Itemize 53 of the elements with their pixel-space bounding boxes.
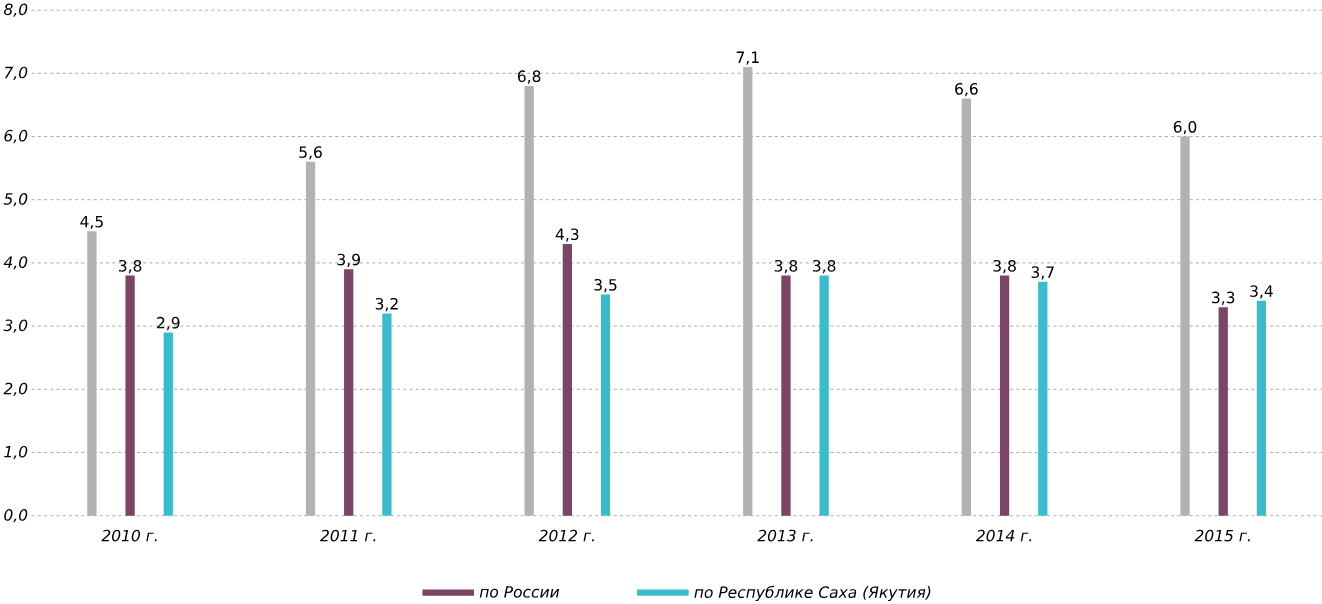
data-label: 3,5	[594, 279, 617, 293]
y-tick-label: 2,0	[3, 382, 28, 397]
bar	[781, 275, 791, 516]
y-tick-label: 3,0	[3, 319, 28, 333]
y-tick-label: 1,0	[4, 446, 28, 460]
bar	[125, 275, 135, 516]
bar	[344, 269, 354, 516]
y-tick-label: 6,0	[4, 130, 28, 144]
x-tick-label: 2014 г.	[975, 529, 1032, 542]
x-tick-label: 2013 г.	[757, 529, 813, 542]
bar	[1218, 307, 1228, 516]
y-tick-label: 8,0	[3, 3, 28, 17]
data-label: 5,6	[299, 146, 322, 160]
y-tick-label: 0,0	[4, 509, 28, 523]
data-label: 7,1	[736, 51, 759, 65]
bar	[524, 86, 534, 516]
bar	[743, 67, 753, 516]
data-label: 4,5	[80, 216, 103, 230]
x-tick-label: 2015 г.	[1194, 529, 1250, 542]
bar	[305, 162, 316, 516]
data-label: 6,8	[517, 70, 541, 84]
bar	[819, 275, 829, 516]
legend-label: по Республике Саха (Якутия)	[694, 586, 931, 602]
data-label: 3,4	[1250, 285, 1273, 299]
y-tick-label: 5,0	[3, 193, 28, 207]
x-tick-label: 2012 г.	[538, 529, 594, 542]
bar	[1256, 301, 1267, 516]
data-label: 3,8	[993, 260, 1016, 274]
data-label: 3,7	[1031, 266, 1054, 280]
data-label: 3,8	[813, 260, 836, 274]
data-label: 6,0	[1173, 121, 1197, 135]
bar	[961, 98, 972, 516]
legend-label: по России	[479, 586, 560, 598]
data-label: 3,8	[774, 260, 798, 274]
data-label: 6,6	[955, 83, 978, 97]
y-tick-label: 4,0	[3, 256, 28, 270]
data-label: 3,8	[118, 260, 142, 274]
data-label: 3,2	[375, 298, 398, 312]
y-tick-label: 7,0	[4, 66, 28, 81]
bar	[163, 332, 173, 516]
data-label: 3,9	[337, 253, 360, 268]
data-label: 4,3	[555, 228, 579, 242]
bar	[382, 313, 392, 516]
bar	[999, 275, 1010, 516]
x-tick-label: 2010 г.	[101, 529, 157, 542]
bar	[1180, 136, 1190, 516]
x-tick-label: 2011 г.	[320, 529, 376, 542]
bar	[562, 244, 572, 516]
data-label: 3,3	[1212, 291, 1235, 306]
bar	[600, 294, 611, 516]
bar	[87, 231, 97, 516]
data-label: 2,9	[157, 317, 180, 331]
bar	[1038, 282, 1048, 516]
